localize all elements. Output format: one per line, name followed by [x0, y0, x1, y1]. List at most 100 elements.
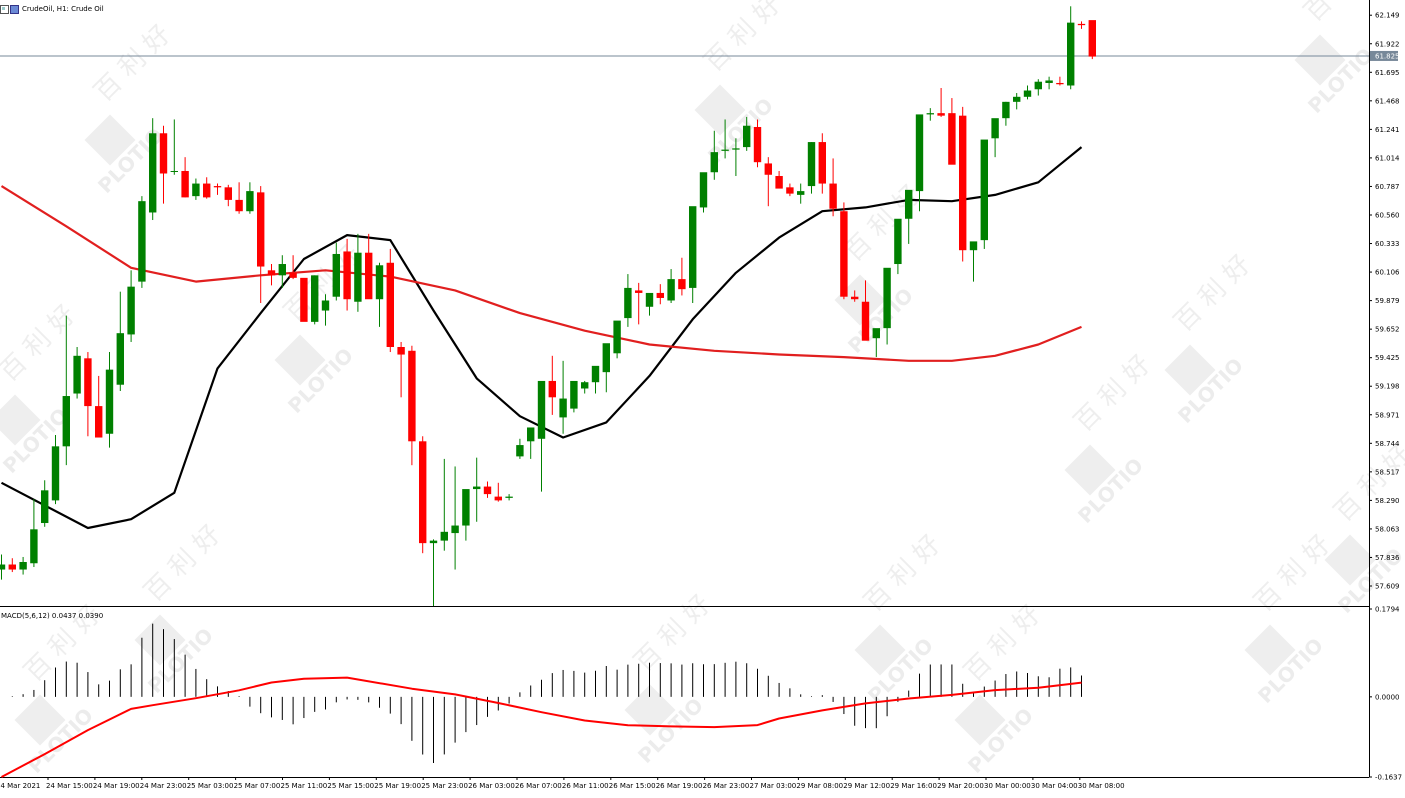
watermark-chinese-text: 百 利 好 [279, 240, 367, 328]
candle-body [699, 172, 708, 208]
watermark-logo-block [1164, 344, 1216, 396]
candle-body [429, 540, 438, 544]
price-tick-label: 60.106 [1375, 269, 1400, 277]
time-tick: 27 Mar 03:00 [750, 777, 796, 790]
candle [689, 206, 697, 303]
watermark-logo-block [954, 694, 1006, 746]
candle [775, 170, 783, 189]
candle [138, 196, 146, 288]
candle [62, 315, 70, 466]
candle-body [397, 347, 405, 355]
candle-body [861, 301, 870, 341]
time-tick: 25 Mar 19:00 [374, 777, 421, 790]
candle [462, 489, 470, 541]
candle-body [926, 113, 934, 115]
candle [991, 118, 999, 158]
watermark-logo-block [14, 694, 66, 746]
candle [300, 277, 308, 322]
candle [408, 345, 416, 466]
candle-body [645, 292, 654, 307]
time-tick: 29 Mar 20:00 [937, 777, 984, 790]
candle [41, 480, 49, 527]
candle-body [159, 133, 168, 174]
candle-body [84, 358, 92, 407]
candle [527, 427, 535, 459]
candle [116, 291, 124, 392]
candle [818, 133, 826, 194]
candle-body [1067, 22, 1075, 86]
candle [861, 280, 870, 341]
candle-body [51, 446, 60, 501]
candle-body [181, 170, 189, 198]
candle [516, 438, 524, 459]
candle [732, 138, 740, 177]
candle [721, 119, 729, 159]
price-tick-label: 57.836 [1375, 554, 1400, 562]
candle [840, 202, 848, 300]
candle-body [343, 251, 351, 300]
candle [483, 481, 492, 498]
candle-body [1034, 81, 1042, 90]
candle-body [311, 275, 319, 322]
chart-window-icons[interactable] [0, 4, 19, 14]
candle [127, 270, 135, 342]
time-tick-label: 26 Mar 15:00 [609, 782, 656, 790]
watermark-logo-block [1064, 444, 1116, 496]
time-tick: 25 Mar 11:00 [281, 777, 327, 790]
time-tick-label: 24 Mar 23:00 [140, 782, 187, 790]
candle-body [440, 531, 448, 541]
candle [829, 158, 837, 217]
candle [894, 218, 902, 275]
candle-body [915, 114, 924, 192]
candle [807, 142, 816, 194]
watermark-chinese-text: 百 利 好 [1249, 530, 1337, 618]
candle-body [764, 163, 772, 175]
candle-body [73, 355, 81, 394]
candle-body [753, 126, 762, 163]
candle [51, 435, 60, 505]
macd-signal-line [1, 676, 1082, 778]
candle-body [213, 186, 222, 188]
candle [624, 274, 632, 327]
fast-ma-line [0, 146, 1083, 530]
candle [969, 241, 978, 282]
candle-body [656, 292, 664, 298]
candle [95, 375, 103, 438]
candle-body [62, 396, 70, 447]
candle [246, 182, 254, 214]
time-tick: 24 Mar 19:00 [93, 777, 140, 790]
time-tick-label: 25 Mar 19:00 [374, 782, 421, 790]
macd-tick-label: -0.1637 [1375, 774, 1402, 782]
candle [1045, 76, 1053, 90]
watermark-logo-block [1324, 534, 1376, 586]
candle [451, 466, 459, 570]
candle [311, 275, 319, 325]
candle [343, 238, 351, 311]
candle-body [483, 486, 492, 495]
axes: 62.149 61.922 61.695 61.468 61.241 61.014 60.7… [0, 12, 1402, 790]
slow-ma-line [0, 185, 1082, 362]
candle [753, 119, 762, 168]
candle [267, 264, 276, 286]
candlesticks [0, 6, 1096, 606]
time-tick: 26 Mar 19:00 [656, 777, 702, 790]
candle-body [635, 290, 643, 293]
candle-body [224, 187, 232, 200]
time-tick: 25 Mar 07:00 [234, 777, 280, 790]
candle [73, 347, 81, 399]
candle [1023, 85, 1032, 100]
time-tick: 29 Mar 08:00 [796, 777, 843, 790]
candle-body [840, 211, 848, 297]
candle [1067, 6, 1075, 90]
candle [613, 320, 621, 359]
price-tick-label: 60.333 [1375, 240, 1400, 248]
time-tick-label: 30 Mar 04:00 [1031, 782, 1078, 790]
candle-body [473, 486, 481, 490]
candle [289, 255, 297, 280]
candle [354, 233, 362, 312]
watermark-chinese-text: 百 利 好 [1329, 440, 1405, 528]
candle [915, 114, 924, 212]
